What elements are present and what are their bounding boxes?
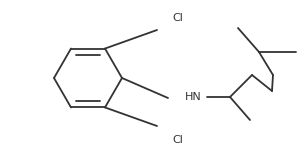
Text: Cl: Cl [173,13,183,23]
Text: HN: HN [185,92,201,102]
Text: Cl: Cl [173,135,183,145]
